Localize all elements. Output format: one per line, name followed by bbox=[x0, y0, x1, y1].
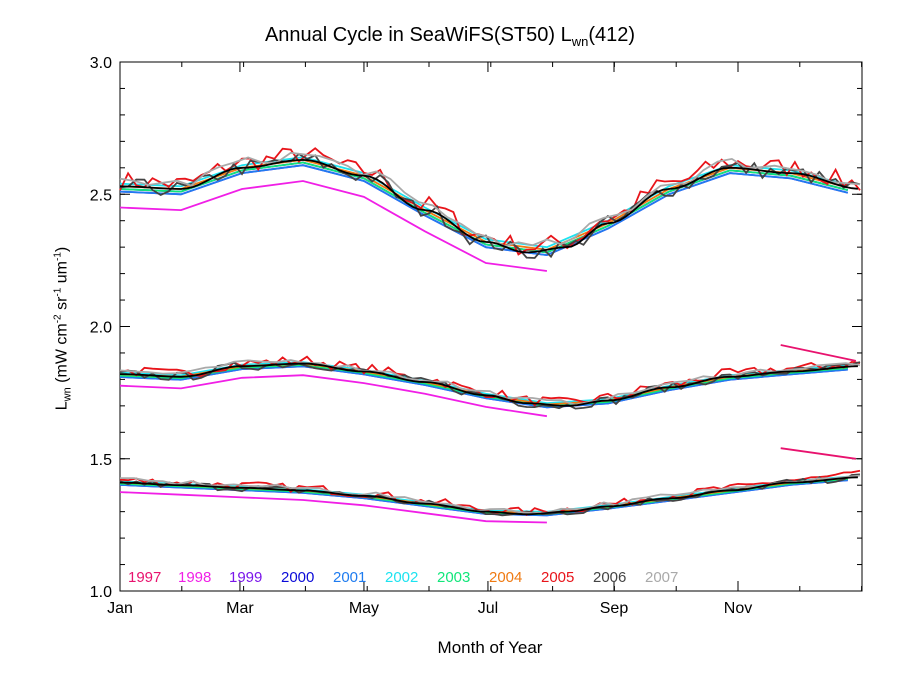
legend-item-2005: 2005 bbox=[541, 569, 574, 586]
axis-ticks: 1.0 1.5 2.0 2.5 3.0 Jan Mar May Jul Sep Nov bbox=[90, 55, 863, 617]
legend-item-2001: 2001 bbox=[333, 569, 366, 586]
y-axis-label: Lwn (mW cm-2 sr-1 um-1) bbox=[52, 246, 74, 411]
series-line-1997-lower bbox=[780, 447, 857, 460]
x-axis-label: Month of Year bbox=[437, 638, 543, 657]
series-line-2001-middle bbox=[119, 365, 848, 409]
legend-item-2006: 2006 bbox=[593, 569, 626, 586]
fit-curve-middle bbox=[119, 362, 858, 407]
series-line-2007-lower bbox=[120, 474, 861, 515]
y-tick-label: 1.5 bbox=[90, 452, 112, 469]
legend-item-2002: 2002 bbox=[385, 569, 418, 586]
series-line-1997-middle bbox=[780, 344, 857, 362]
legend-item-2000: 2000 bbox=[281, 569, 314, 586]
series-line-2003-lower bbox=[119, 478, 848, 516]
series-line-2002-lower bbox=[119, 475, 848, 513]
y-tick-label: 2.5 bbox=[90, 187, 112, 204]
legend-item-2004: 2004 bbox=[489, 569, 522, 586]
y-tick-label: 3.0 bbox=[90, 55, 112, 72]
x-tick-label: Nov bbox=[724, 600, 752, 617]
fit-curve-upper bbox=[119, 158, 858, 254]
legend-item-2003: 2003 bbox=[437, 569, 470, 586]
legend-item-2007: 2007 bbox=[645, 569, 678, 586]
series-line-1998-lower bbox=[119, 491, 547, 524]
legend-item-1999: 1999 bbox=[229, 569, 262, 586]
x-tick-label: Jul bbox=[478, 600, 498, 617]
series-line-2007-upper bbox=[119, 151, 861, 248]
y-tick-label: 2.0 bbox=[90, 320, 112, 337]
x-tick-label: Jan bbox=[107, 600, 133, 617]
x-tick-label: May bbox=[349, 600, 379, 617]
y-tick-label: 1.0 bbox=[90, 584, 112, 601]
legend: 1997 1998 1999 2000 2001 2002 2003 2004 2005 2006… bbox=[128, 569, 678, 586]
x-tick-label: Sep bbox=[600, 600, 629, 617]
series-line-2007-middle bbox=[119, 359, 861, 406]
legend-item-1997: 1997 bbox=[128, 569, 161, 586]
fit-curve-lower bbox=[120, 476, 858, 516]
legend-item-1998: 1998 bbox=[178, 569, 211, 586]
series-line-2005-middle bbox=[119, 355, 861, 407]
chart-title: Annual Cycle in SeaWiFS(ST50) Lwn(412) bbox=[264, 24, 636, 49]
series-line-2003-upper bbox=[119, 161, 849, 254]
fit-layer bbox=[119, 158, 858, 516]
series-layer bbox=[119, 147, 861, 524]
x-tick-label: Mar bbox=[226, 600, 254, 617]
series-line-1998-upper bbox=[119, 180, 548, 272]
series-line-1998-middle bbox=[119, 374, 548, 418]
